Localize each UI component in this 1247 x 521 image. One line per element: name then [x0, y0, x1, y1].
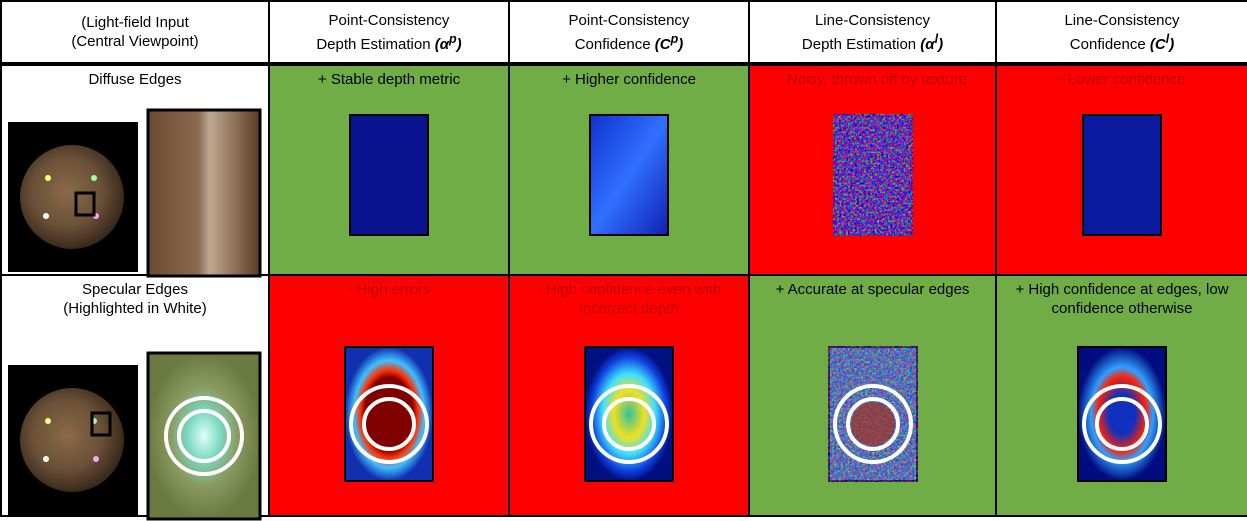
- row-label-cell: Diffuse Edges: [1, 64, 269, 275]
- superscript: p: [449, 32, 457, 46]
- header-cell: Line-Consistency Depth Estimation (αl): [749, 1, 996, 64]
- header-row: (Light-field Input (Central Viewpoint) Poi…: [1, 1, 1247, 64]
- header-line: Confidence: [1070, 36, 1150, 53]
- thumbnail: [349, 114, 429, 236]
- thumbnail: [828, 346, 918, 482]
- note: - High errors: [276, 280, 502, 299]
- header-line: Depth Estimation: [316, 36, 434, 53]
- note: + Stable depth metric: [276, 70, 502, 89]
- symbol-letter: α: [925, 36, 934, 53]
- symbol-letter: C: [660, 36, 671, 53]
- noise: [835, 116, 911, 234]
- thumbnail: [1077, 346, 1167, 482]
- light: [93, 456, 99, 462]
- symbol: (αl): [920, 36, 943, 53]
- sphere: [20, 145, 124, 249]
- symbol: (Cp): [655, 36, 683, 53]
- note: + Higher confidence: [516, 70, 742, 89]
- header-line: Line-Consistency: [1064, 12, 1179, 29]
- thumbnail: [584, 346, 674, 482]
- symbol: (Cl): [1150, 36, 1174, 53]
- note: - Noisy, thrown off by texture: [756, 70, 989, 89]
- result-cell: - High errors: [269, 275, 509, 516]
- symbol-letter: α: [440, 36, 449, 53]
- thumbnail: [1082, 114, 1162, 236]
- row-label-cell: Specular Edges(Highlighted in White): [1, 275, 269, 516]
- header-cell: Point-Consistency Depth Estimation (αp): [269, 1, 509, 64]
- header-line: Point-Consistency: [329, 12, 450, 29]
- row: Specular Edges(Highlighted in White) - Hi…: [1, 275, 1247, 516]
- header-line: Confidence: [575, 36, 655, 53]
- result-cell: + Higher confidence: [509, 64, 749, 275]
- crop: [148, 110, 260, 276]
- light: [45, 175, 51, 181]
- result-cell: - High confidence even with incorrect de…: [509, 275, 749, 516]
- paren: ): [1169, 36, 1174, 53]
- header-line: Point-Consistency: [569, 12, 690, 29]
- row-label: Diffuse Edges: [8, 70, 262, 89]
- map: [350, 115, 428, 235]
- result-cell: + Accurate at specular edges: [749, 275, 996, 516]
- thumbnail: [833, 114, 913, 236]
- paren: ): [457, 36, 462, 53]
- input-images: [8, 351, 264, 521]
- map: [590, 115, 668, 235]
- sphere: [20, 388, 124, 492]
- paren: ): [938, 36, 943, 53]
- header-line: Line-Consistency: [815, 12, 930, 29]
- input-images: [8, 108, 264, 278]
- row-label: Specular Edges: [8, 280, 262, 299]
- header-cell: (Light-field Input (Central Viewpoint): [1, 1, 269, 64]
- light: [91, 175, 97, 181]
- note: - Lower confidence: [1003, 70, 1241, 89]
- row-label: (Highlighted in White): [8, 299, 262, 318]
- page: (Light-field Input (Central Viewpoint) Poi…: [0, 0, 1247, 517]
- note: + High confidence at edges, low confiden…: [1003, 280, 1241, 318]
- light: [45, 418, 51, 424]
- result-cell: + High confidence at edges, low confiden…: [996, 275, 1247, 516]
- row: Diffuse Edges + Stable depth metric + High…: [1, 64, 1247, 275]
- header-line: (Light-field Input: [81, 14, 189, 31]
- light: [43, 456, 49, 462]
- note: - High confidence even with incorrect de…: [516, 280, 742, 318]
- core: [851, 402, 895, 446]
- note: + Accurate at specular edges: [756, 280, 989, 299]
- result-cell: - Noisy, thrown off by texture: [749, 64, 996, 275]
- symbol-letter: C: [1155, 36, 1166, 53]
- result-cell: + Stable depth metric: [269, 64, 509, 275]
- thumbnail: [344, 346, 434, 482]
- thumbnail: [589, 114, 669, 236]
- figure-table: (Light-field Input (Central Viewpoint) Poi…: [0, 0, 1247, 517]
- header-cell: Line-Consistency Confidence (Cl): [996, 1, 1247, 64]
- light: [43, 213, 49, 219]
- paren: ): [678, 36, 683, 53]
- header-line: (Central Viewpoint): [71, 33, 198, 50]
- map: [1083, 115, 1161, 235]
- header-cell: Point-Consistency Confidence (Cp): [509, 1, 749, 64]
- result-cell: - Lower confidence: [996, 64, 1247, 275]
- header-line: Depth Estimation: [802, 36, 920, 53]
- symbol: (αp): [435, 36, 462, 53]
